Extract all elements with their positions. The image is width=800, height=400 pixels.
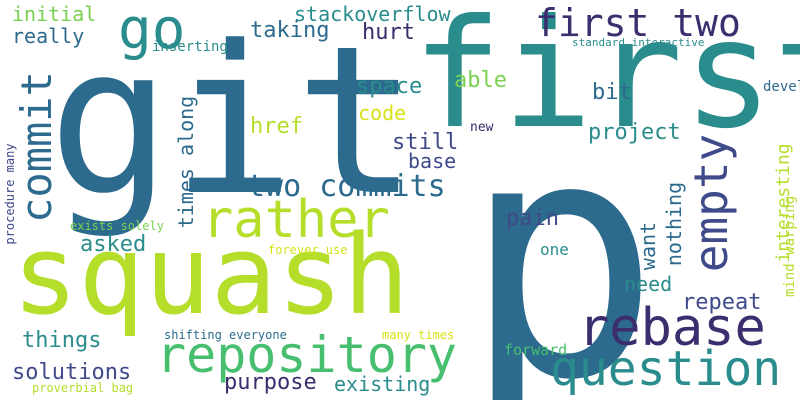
word-able: able bbox=[454, 68, 507, 93]
word-repeat: repeat bbox=[682, 290, 762, 315]
word-solutions: solutions bbox=[12, 360, 132, 385]
word-repository: repository bbox=[156, 326, 458, 384]
word-project: project bbox=[588, 120, 681, 145]
word-many-times: many times bbox=[382, 328, 455, 342]
word-go: go bbox=[118, 0, 186, 62]
word-rebase: rebase bbox=[578, 298, 766, 358]
word-space: space bbox=[356, 74, 423, 99]
word-want: want bbox=[636, 221, 660, 271]
word-p: p bbox=[462, 68, 661, 400]
word-first-two: first two bbox=[535, 1, 741, 45]
word-mind-warping: mind warping bbox=[782, 195, 798, 297]
word-taking: taking bbox=[250, 18, 330, 43]
word-still: still bbox=[392, 130, 459, 155]
word-times-along: new bbox=[470, 120, 494, 135]
word-exists-solely: exists solely bbox=[70, 219, 164, 233]
word-asked: asked bbox=[80, 232, 147, 257]
word-initial: initial bbox=[12, 2, 97, 26]
word-proverbial-bag: proverbial bag bbox=[32, 381, 134, 395]
word-forward: forward bbox=[504, 341, 568, 359]
word-git: git bbox=[48, 3, 419, 241]
word-two-commits: two commits bbox=[247, 169, 446, 204]
word-code: code bbox=[358, 101, 407, 125]
word-really: really bbox=[12, 24, 85, 48]
word-empty: empty bbox=[684, 133, 738, 273]
word-hurt: hurt bbox=[362, 20, 415, 45]
word-stackoverflow: stackoverflow bbox=[294, 2, 451, 26]
word-purpose: purpose bbox=[224, 370, 317, 395]
word-pain: pain bbox=[506, 206, 559, 231]
word-question: question bbox=[550, 341, 782, 397]
word-things: things bbox=[22, 328, 102, 353]
word-nothing: nothing bbox=[662, 181, 686, 267]
word-base: base bbox=[408, 149, 457, 173]
word-standard-interactive: standard interactive bbox=[572, 36, 705, 49]
word-one: one bbox=[540, 240, 569, 259]
word-squash: squash bbox=[12, 211, 410, 339]
word-bit: bit bbox=[592, 80, 632, 105]
word-development: times along bbox=[174, 95, 198, 229]
word-shifting-everyone: shifting everyone bbox=[164, 328, 287, 342]
word-procedure-many: procedure many bbox=[3, 143, 17, 245]
word-inserting: inserting bbox=[152, 39, 228, 55]
word-existing: existing bbox=[334, 372, 431, 396]
word-rather: rather bbox=[202, 190, 390, 250]
word-forever-use: forever use bbox=[268, 243, 348, 257]
word-new: development bbox=[763, 79, 800, 95]
word-commit: commit bbox=[12, 71, 61, 223]
word-need: need bbox=[624, 272, 673, 296]
word-first: first bbox=[412, 0, 800, 162]
word-href: href bbox=[250, 114, 303, 139]
